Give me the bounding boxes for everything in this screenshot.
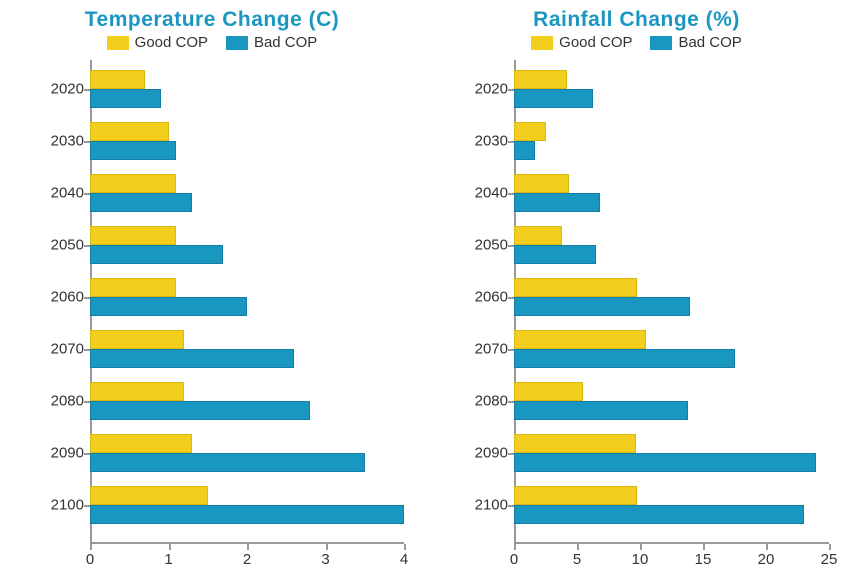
bar-good xyxy=(514,278,637,297)
bar-bad xyxy=(514,141,535,160)
xtick-label: 0 xyxy=(86,551,94,568)
bar-good xyxy=(90,486,208,505)
bar-bad xyxy=(514,401,688,420)
bar-good xyxy=(90,330,184,349)
legend-rainfall: Good COP Bad COP xyxy=(424,34,849,51)
bar-good xyxy=(514,174,569,193)
legend-label-bad: Bad COP xyxy=(254,34,317,51)
xtick xyxy=(169,544,171,550)
xtick xyxy=(247,544,249,550)
xtick xyxy=(326,544,328,550)
ytick-label: 2100 xyxy=(464,497,508,514)
bar-bad xyxy=(90,505,404,524)
xtick xyxy=(514,544,516,550)
bar-bad xyxy=(90,453,365,472)
ytick-label: 2100 xyxy=(40,497,84,514)
xtick xyxy=(703,544,705,550)
legend-item-bad: Bad COP xyxy=(650,34,741,51)
bar-good xyxy=(90,122,169,141)
panel-title-rainfall: Rainfall Change (%) xyxy=(424,8,849,32)
legend-temperature: Good COP Bad COP xyxy=(0,34,424,51)
xtick xyxy=(829,544,831,550)
xtick-label: 20 xyxy=(758,551,775,568)
ytick-label: 2050 xyxy=(464,237,508,254)
legend-item-bad: Bad COP xyxy=(226,34,317,51)
bar-bad xyxy=(90,141,176,160)
bar-bad xyxy=(90,297,247,316)
ytick-label: 2080 xyxy=(40,393,84,410)
panel-rainfall: Rainfall Change (%) Good COP Bad COP 051… xyxy=(424,0,849,574)
bar-good xyxy=(514,382,583,401)
bar-bad xyxy=(514,349,735,368)
bar-good xyxy=(90,174,176,193)
bar-bad xyxy=(514,245,596,264)
figure: Temperature Change (C) Good COP Bad COP … xyxy=(0,0,849,574)
bar-good xyxy=(514,226,562,245)
bar-good xyxy=(90,226,176,245)
bar-bad xyxy=(514,505,804,524)
plot-temperature: 0123420202030204020502060207020802090210… xyxy=(90,60,404,544)
legend-label-good: Good COP xyxy=(135,34,208,51)
bar-bad xyxy=(90,89,161,108)
bar-good xyxy=(90,278,176,297)
xtick-label: 2 xyxy=(243,551,251,568)
bar-good xyxy=(514,70,567,89)
xtick xyxy=(640,544,642,550)
xtick xyxy=(90,544,92,550)
legend-swatch-good xyxy=(531,36,553,50)
xtick xyxy=(404,544,406,550)
xtick-label: 3 xyxy=(321,551,329,568)
bar-bad xyxy=(90,401,310,420)
bar-bad xyxy=(514,297,690,316)
ytick-label: 2050 xyxy=(40,237,84,254)
bar-bad xyxy=(90,349,294,368)
ytick-label: 2070 xyxy=(40,341,84,358)
legend-swatch-bad xyxy=(650,36,672,50)
xtick-label: 4 xyxy=(400,551,408,568)
legend-label-bad: Bad COP xyxy=(678,34,741,51)
legend-item-good: Good COP xyxy=(107,34,212,51)
ytick-label: 2090 xyxy=(464,445,508,462)
ytick-label: 2060 xyxy=(40,289,84,306)
ytick-label: 2030 xyxy=(464,133,508,150)
panel-title-temperature: Temperature Change (C) xyxy=(0,8,424,32)
xtick xyxy=(577,544,579,550)
axis-x xyxy=(514,542,829,544)
xtick-label: 10 xyxy=(632,551,649,568)
bar-bad xyxy=(90,245,223,264)
bar-bad xyxy=(514,453,816,472)
xtick-label: 1 xyxy=(164,551,172,568)
xtick-label: 25 xyxy=(821,551,838,568)
ytick-label: 2080 xyxy=(464,393,508,410)
bar-good xyxy=(514,434,636,453)
legend-label-good: Good COP xyxy=(559,34,632,51)
ytick-label: 2040 xyxy=(40,185,84,202)
ytick-label: 2070 xyxy=(464,341,508,358)
ytick-label: 2020 xyxy=(464,81,508,98)
panel-temperature: Temperature Change (C) Good COP Bad COP … xyxy=(0,0,424,574)
bar-bad xyxy=(90,193,192,212)
ytick-label: 2030 xyxy=(40,133,84,150)
legend-item-good: Good COP xyxy=(531,34,636,51)
legend-swatch-good xyxy=(107,36,129,50)
ytick-label: 2020 xyxy=(40,81,84,98)
plot-rainfall: 0510152025202020302040205020602070208020… xyxy=(514,60,829,544)
bar-good xyxy=(90,434,192,453)
bar-good xyxy=(90,382,184,401)
xtick-label: 15 xyxy=(695,551,712,568)
legend-swatch-bad xyxy=(226,36,248,50)
xtick-label: 5 xyxy=(573,551,581,568)
bar-good xyxy=(514,122,546,141)
xtick xyxy=(766,544,768,550)
bar-good xyxy=(514,486,637,505)
ytick-label: 2060 xyxy=(464,289,508,306)
bar-good xyxy=(514,330,646,349)
bar-bad xyxy=(514,193,600,212)
xtick-label: 0 xyxy=(510,551,518,568)
ytick-label: 2040 xyxy=(464,185,508,202)
bar-bad xyxy=(514,89,593,108)
bar-good xyxy=(90,70,145,89)
ytick-label: 2090 xyxy=(40,445,84,462)
